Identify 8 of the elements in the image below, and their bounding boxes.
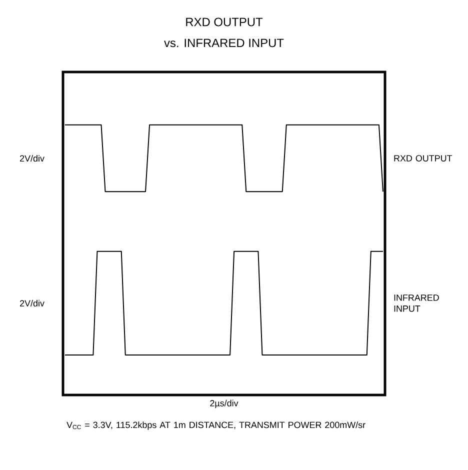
- text: 2µs/div: [210, 400, 238, 408]
- text: INFRARED INPUT: [394, 294, 439, 312]
- text: V$_{CC}$ = 3.3V, 115.2kbps AT 1m DISTANCE, TRANSMIT POWER 200mW/sr: [66, 422, 366, 430]
- series-label: RXD OUTPUT: [394, 155, 452, 162]
- text: 2V/div: [20, 155, 44, 162]
- chart-title: RXD OUTPUT: [186, 18, 263, 26]
- text: 2V/div: [20, 300, 44, 306]
- chart-subtitle: vs. INFRARED INPUT: [164, 38, 284, 48]
